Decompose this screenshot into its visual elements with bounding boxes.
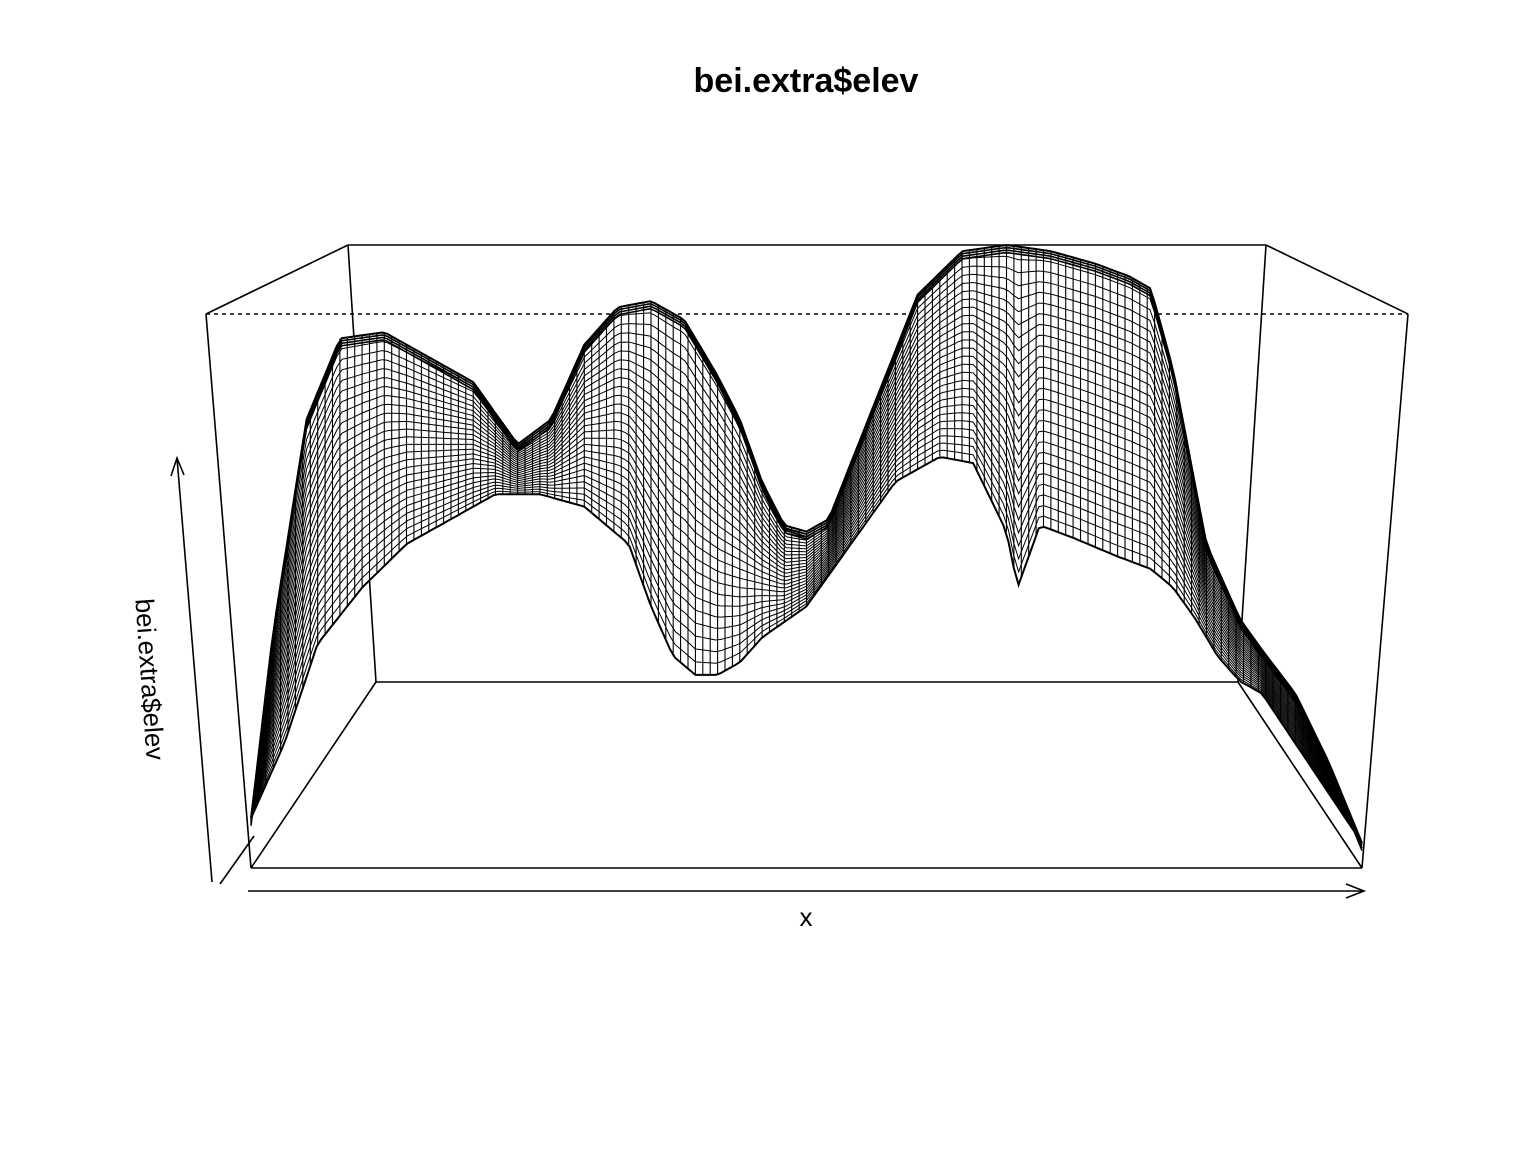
plot-box (205, 244, 1409, 869)
surface-mesh-row (250, 339, 1363, 844)
z-axis: bei.extra$elev (129, 455, 213, 883)
chart-title: bei.extra$elev (694, 62, 919, 100)
x-axis-label: x (800, 902, 813, 932)
surface-mesh-row (250, 428, 1363, 844)
surface-mesh-row (250, 412, 1363, 844)
surface-mesh-row (250, 371, 1363, 844)
box-edge-top-left (205, 244, 349, 315)
surface-mesh-row (250, 363, 1363, 844)
surface-mesh-row (250, 306, 1363, 844)
box-edge-top-right (1265, 244, 1409, 315)
z-axis-label: bei.extra$elev (129, 598, 170, 762)
surface-mesh-row (250, 395, 1363, 844)
y-axis-line (219, 835, 255, 885)
surface-mesh-row (250, 355, 1363, 844)
z-axis-arrow-line (176, 457, 213, 883)
surface-mesh-row (250, 290, 1363, 844)
surface-mesh-row (250, 404, 1363, 844)
surface-mesh-row (250, 314, 1363, 844)
surface-mesh-row (250, 331, 1363, 844)
box-edge-bottom-right (1237, 681, 1363, 869)
x-axis: x (248, 883, 1367, 932)
surface-mesh-row (250, 435, 1363, 844)
box-edge-front-left (205, 313, 252, 869)
surface-mesh-row (250, 281, 1363, 844)
surface-mesh (250, 244, 1363, 851)
surface-mesh-row (250, 322, 1363, 844)
box-edge-back-right (1237, 244, 1267, 683)
surface-mesh-row (250, 298, 1363, 844)
surface-mesh-row (250, 379, 1363, 844)
y-axis (219, 835, 255, 885)
surface-ridge-line (250, 251, 1363, 851)
surface-mesh-row (250, 442, 1363, 844)
surface-mesh-row (250, 449, 1363, 844)
surface-mesh-row (250, 273, 1363, 844)
surface-mesh-row (250, 420, 1363, 844)
z-axis-arrowhead (170, 455, 185, 477)
x-axis-arrowhead (1345, 883, 1367, 899)
box-edge-front-right (1361, 313, 1409, 869)
box-edge-bottom-left (250, 681, 377, 869)
surface-mesh-row (250, 387, 1363, 844)
surface-mesh-row (250, 347, 1363, 844)
